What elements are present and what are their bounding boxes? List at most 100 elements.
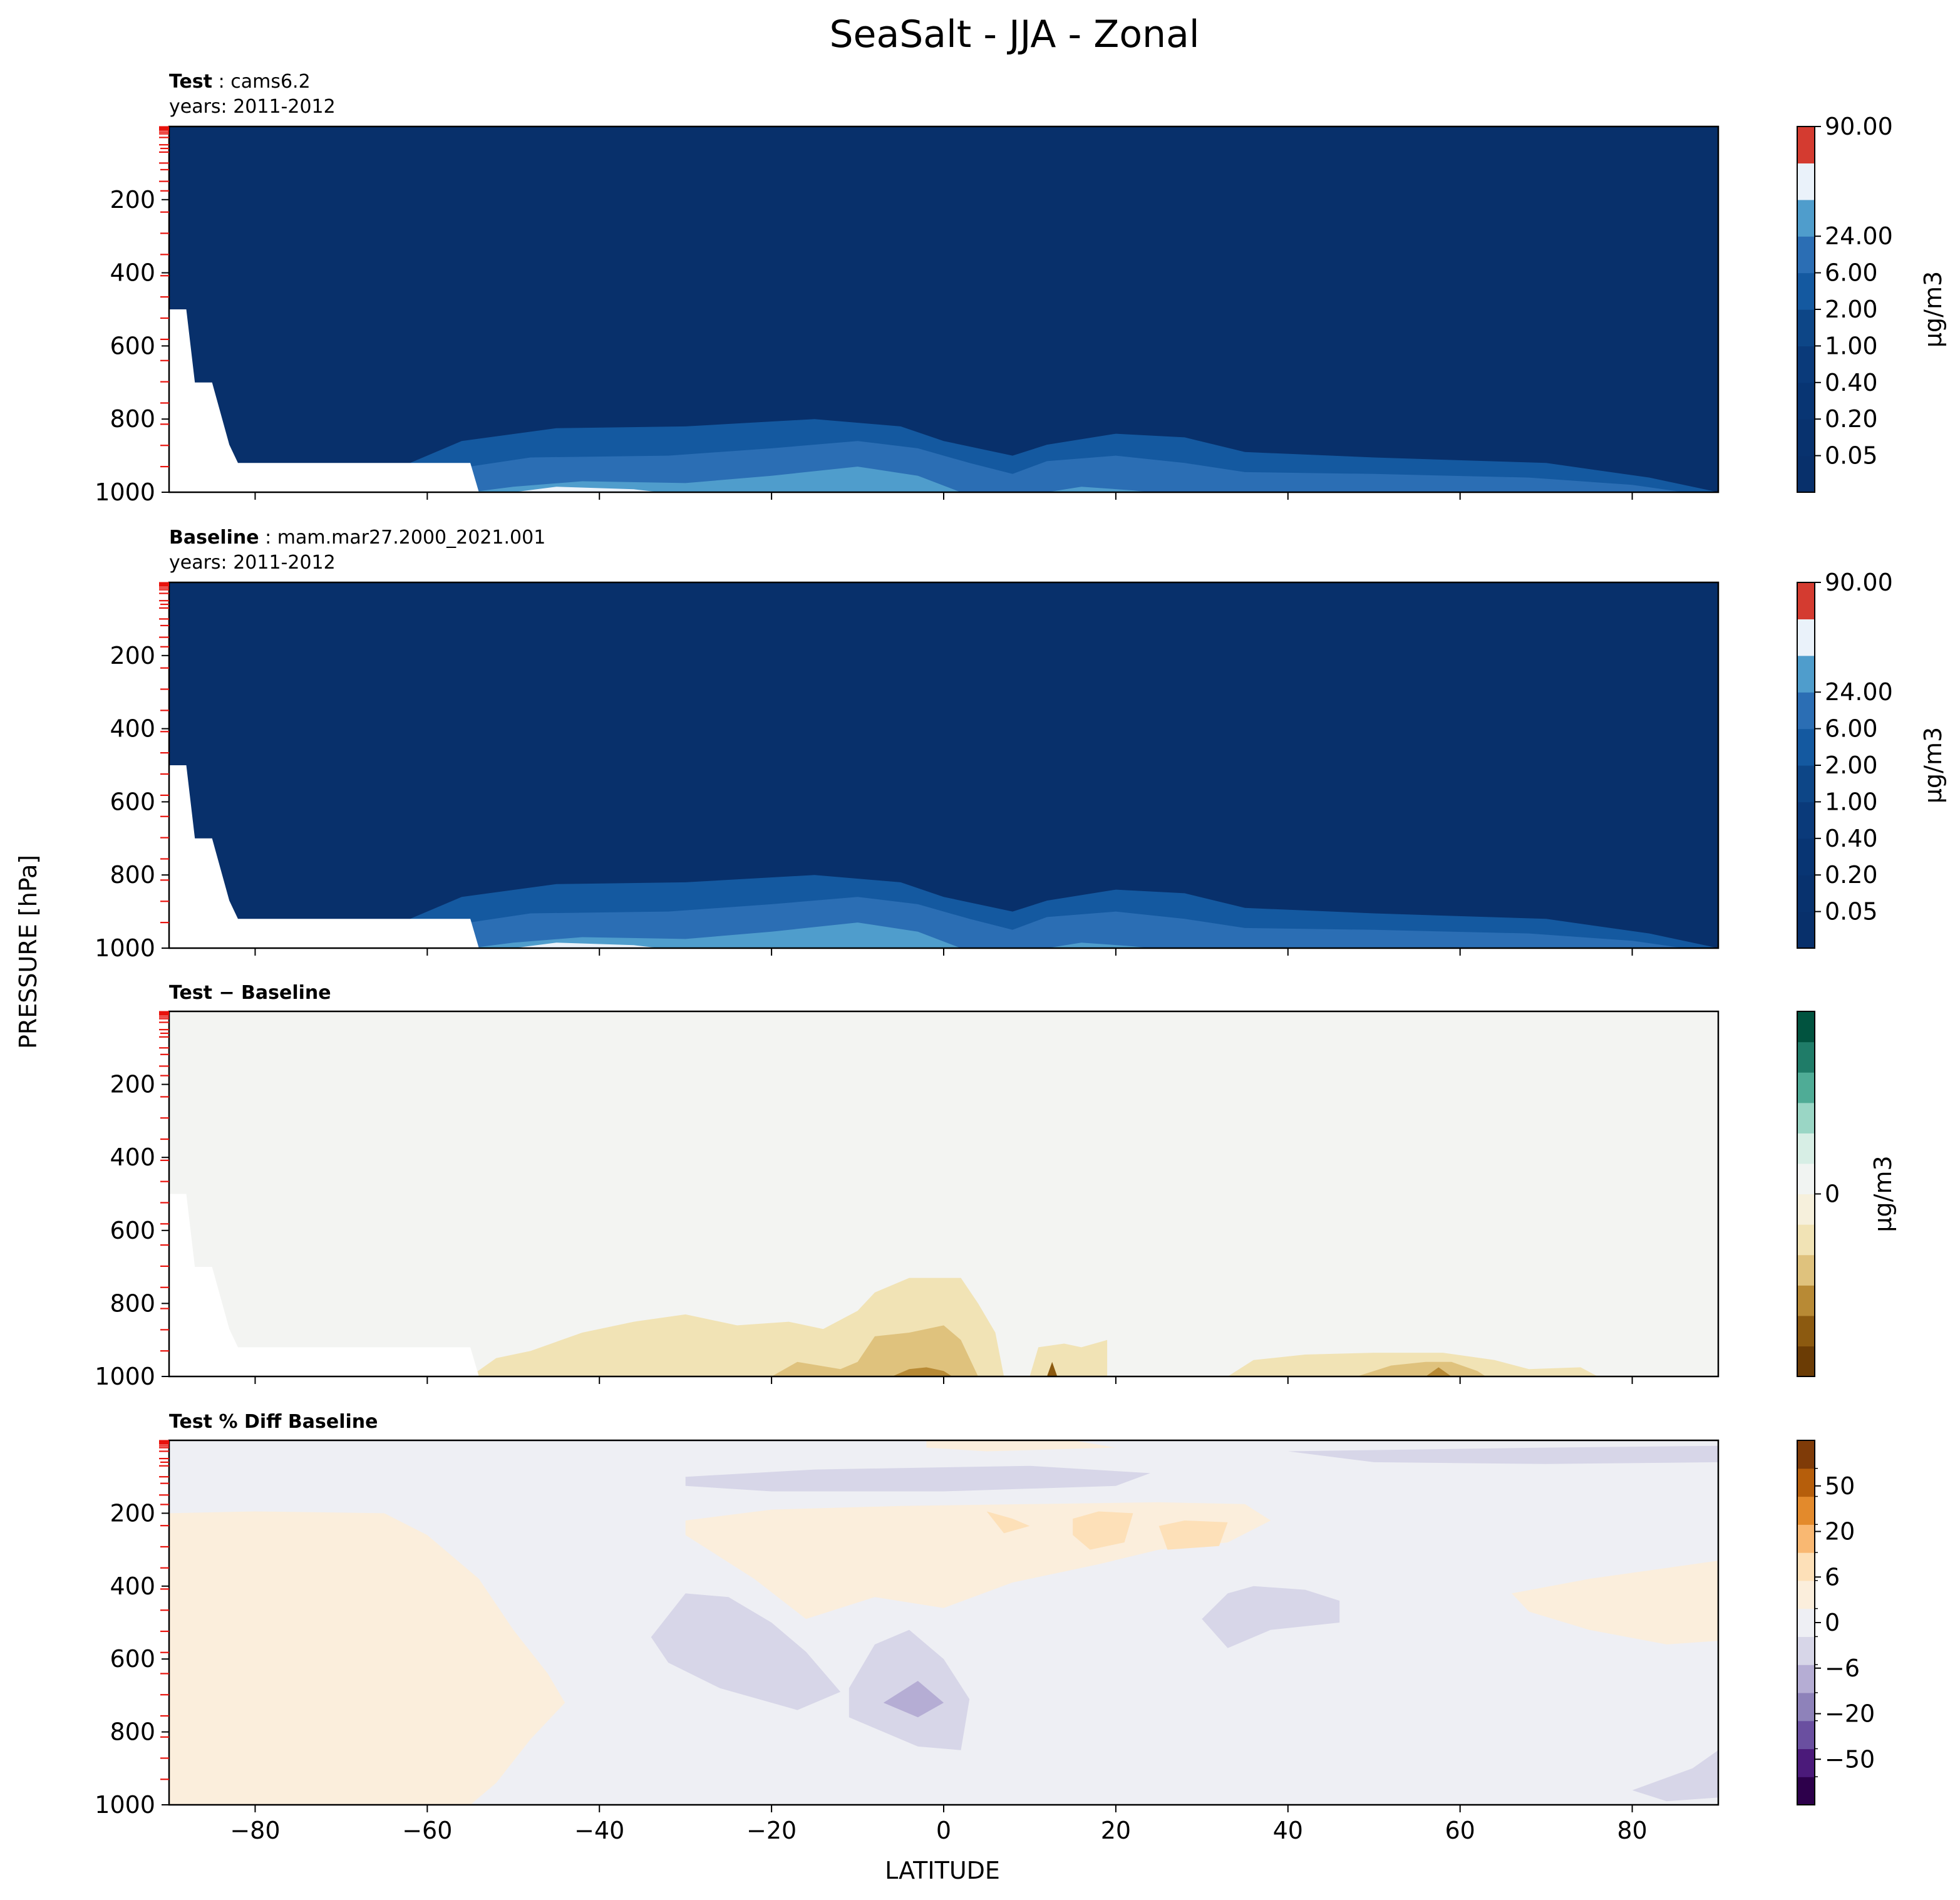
- baseline-colorbar-tick-label: 0.05: [1825, 898, 1878, 926]
- test-colorbar-swatch: [1797, 382, 1815, 420]
- percent-difference-colorbar-swatch: [1797, 1720, 1815, 1750]
- percent-difference-case-label: Test % Diff Baseline: [169, 1411, 378, 1433]
- test-band-2: [470, 467, 961, 492]
- percent-difference-colorbar-swatch: [1797, 1496, 1815, 1525]
- percent-difference-colorbar-swatch: [1797, 1608, 1815, 1637]
- difference-band-1: [771, 1325, 978, 1376]
- test-colorbar-tick-label: 1.00: [1825, 332, 1878, 359]
- test-colorbar-swatch: [1797, 126, 1815, 163]
- test-band-4: [513, 487, 660, 492]
- percent-difference-colorbar-swatch: [1797, 1524, 1815, 1553]
- baseline-colorbar-swatch: [1797, 655, 1815, 693]
- difference-band-2: [892, 1367, 952, 1376]
- difference-colorbar-swatch: [1797, 1315, 1815, 1347]
- panel-difference: 200 400 600 800 1000 Test − Baseline 0 µg/m3: [95, 982, 1897, 1390]
- xtick-label: −60: [402, 1817, 452, 1844]
- figure-title: SeaSalt - JJA - Zonal: [829, 13, 1199, 56]
- baseline-level-markers: [159, 582, 169, 924]
- percent-difference-band-7: [651, 1593, 841, 1710]
- panel-baseline: 200 400 600 800 1000 Baseline : mam.mar27.200…: [95, 527, 1947, 962]
- percent-difference-colorbar-tick-label: −6: [1825, 1655, 1860, 1682]
- test-colorbar-tick-label: 0.20: [1825, 405, 1878, 433]
- percent-difference-ytick-label: 600: [110, 1645, 155, 1673]
- test-band-1: [410, 441, 1684, 492]
- difference-ytick-label: 800: [110, 1289, 155, 1317]
- baseline-contours: [375, 875, 1718, 948]
- baseline-colorbar-tick-label: 6.00: [1825, 715, 1878, 743]
- xtick-label: −20: [746, 1817, 797, 1844]
- baseline-ytick-label: 1000: [95, 934, 155, 962]
- percent-difference-band-4: [1158, 1521, 1228, 1550]
- difference-case-label: Test − Baseline: [169, 982, 331, 1004]
- percent-difference-colorbar-swatch: [1797, 1665, 1815, 1693]
- xtick-label: 60: [1445, 1817, 1475, 1844]
- y-axis-label: PRESSURE [hPa]: [14, 855, 42, 1049]
- percent-difference-band-2: [986, 1511, 1030, 1534]
- test-ytick-label: 200: [110, 186, 155, 214]
- xtick-label: 20: [1101, 1817, 1131, 1844]
- percent-difference-colorbar-swatch: [1797, 1777, 1815, 1805]
- baseline-colorbar-tick-label: 2.00: [1825, 751, 1878, 779]
- difference-colorbar-swatch: [1797, 1224, 1815, 1256]
- test-ytick-label: 400: [110, 259, 155, 287]
- test-masked-region: [169, 309, 479, 492]
- difference-colorbar-swatch: [1797, 1163, 1815, 1195]
- test-years-label: years: 2011-2012: [169, 96, 336, 118]
- difference-colorbar-swatch: [1797, 1285, 1815, 1316]
- percent-difference-band-3: [1073, 1511, 1133, 1550]
- test-colorbar-tick-label: 0.05: [1825, 442, 1878, 470]
- percent-difference-band-10: [1202, 1586, 1340, 1648]
- test-ytick-label: 800: [110, 405, 155, 433]
- x-axis-label: LATITUDE: [885, 1857, 1000, 1884]
- test-colorbar-swatch: [1797, 236, 1815, 274]
- baseline-band-4: [513, 942, 660, 948]
- percent-difference-ytick-label: 200: [110, 1499, 155, 1527]
- baseline-ytick-label: 600: [110, 788, 155, 815]
- test-colorbar-tick-label: 6.00: [1825, 259, 1878, 287]
- difference-colorbar-tick-label: 0: [1825, 1180, 1840, 1208]
- baseline-colorbar-swatch: [1797, 619, 1815, 656]
- test-colorbar-swatch: [1797, 163, 1815, 200]
- test-colorbar-tick-label: 90.00: [1825, 113, 1893, 140]
- difference-colorbar-swatch: [1797, 1194, 1815, 1225]
- percent-difference-colorbar-tick-label: 0: [1825, 1609, 1840, 1636]
- panel-test: 200 400 600 800 1000 Test : cams6.2 years: 201…: [95, 71, 1947, 506]
- difference-band-3: [1029, 1340, 1108, 1376]
- percent-difference-band-12: [1287, 1445, 1718, 1464]
- baseline-colorbar-label: µg/m3: [1919, 727, 1947, 803]
- percent-difference-level-markers: [159, 1440, 169, 1780]
- baseline-colorbar-swatch: [1797, 911, 1815, 949]
- difference-ytick-label: 400: [110, 1144, 155, 1171]
- percent-difference-colorbar-tick-label: −20: [1825, 1700, 1875, 1728]
- difference-colorbar-swatch: [1797, 1072, 1815, 1103]
- baseline-colorbar-swatch: [1797, 692, 1815, 730]
- baseline-band-3: [1046, 942, 1150, 948]
- difference-masked-region: [169, 1194, 479, 1376]
- difference-ytick-label: 600: [110, 1217, 155, 1244]
- difference-ytick-label: 200: [110, 1071, 155, 1098]
- percent-difference-colorbar-swatch: [1797, 1552, 1815, 1581]
- baseline-colorbar-tick-label: 90.00: [1825, 569, 1893, 596]
- test-colorbar-swatch: [1797, 272, 1815, 310]
- test-colorbar-swatch: [1797, 419, 1815, 457]
- xtick-label: 40: [1273, 1817, 1303, 1844]
- test-field: [169, 126, 1718, 492]
- xtick-label: −40: [574, 1817, 624, 1844]
- percent-difference-band-0: [169, 1511, 565, 1805]
- difference-ytick-label: 1000: [95, 1363, 155, 1390]
- difference-colorbar-swatch: [1797, 1011, 1815, 1043]
- percent-difference-ytick-label: 1000: [95, 1791, 155, 1819]
- test-colorbar-swatch: [1797, 455, 1815, 493]
- baseline-colorbar-tick-label: 0.20: [1825, 861, 1878, 889]
- test-colorbar-tick-label: 2.00: [1825, 296, 1878, 323]
- test-colorbar: 0.05 0.20 0.40 1.00 2.00 6.00 24.00 90.00 µg/m3: [1797, 113, 1947, 493]
- percent-difference-band-11: [685, 1465, 1150, 1492]
- percent-difference-ytick-label: 400: [110, 1572, 155, 1600]
- percent-difference-colorbar-swatch: [1797, 1692, 1815, 1722]
- baseline-colorbar-swatch: [1797, 838, 1815, 875]
- baseline-colorbar-swatch: [1797, 765, 1815, 802]
- difference-colorbar-label: µg/m3: [1869, 1155, 1897, 1232]
